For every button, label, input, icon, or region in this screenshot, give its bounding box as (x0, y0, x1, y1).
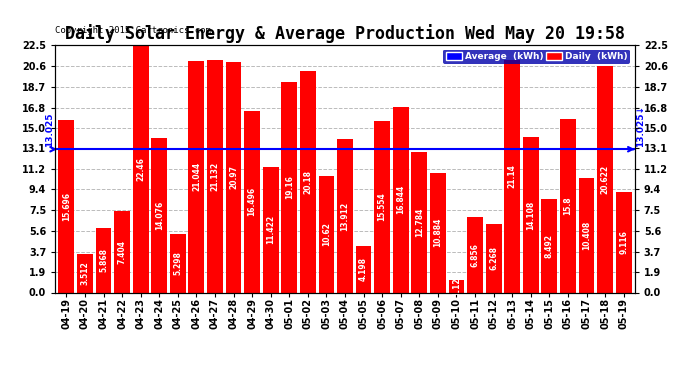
Bar (319, 176, 335, 292)
Text: 6.856: 6.856 (471, 243, 480, 267)
Text: 12.784: 12.784 (415, 207, 424, 237)
Text: 15.696: 15.696 (62, 192, 71, 220)
Text: 3.512: 3.512 (81, 261, 90, 285)
Text: 5.298: 5.298 (173, 251, 182, 275)
Bar (226, 62, 241, 292)
Text: 7.404: 7.404 (117, 240, 126, 264)
Bar (430, 173, 446, 292)
Text: 1.12: 1.12 (452, 277, 461, 296)
Text: 20.622: 20.622 (600, 165, 609, 194)
Text: 20.97: 20.97 (229, 165, 238, 189)
Bar (300, 70, 316, 292)
Text: 16.496: 16.496 (248, 187, 257, 216)
Text: 21.14: 21.14 (508, 164, 517, 188)
Text: 21.044: 21.044 (192, 162, 201, 191)
Text: 13.025↓: 13.025↓ (635, 105, 644, 147)
Bar (523, 137, 539, 292)
Text: 10.62: 10.62 (322, 222, 331, 246)
Bar (170, 234, 186, 292)
Bar (355, 246, 371, 292)
Bar (151, 138, 167, 292)
Text: 19.16: 19.16 (285, 175, 294, 199)
Bar (263, 167, 279, 292)
Title: Daily Solar Energy & Average Production Wed May 20 19:58: Daily Solar Energy & Average Production … (65, 24, 625, 44)
Text: 13.912: 13.912 (340, 201, 350, 231)
Bar (207, 60, 223, 292)
Bar (579, 178, 594, 292)
Text: 21.132: 21.132 (210, 162, 219, 191)
Text: 10.408: 10.408 (582, 220, 591, 250)
Bar (597, 66, 613, 292)
Bar (59, 120, 75, 292)
Bar (188, 61, 204, 292)
Bar (504, 60, 520, 292)
Bar (114, 211, 130, 292)
Text: 22.46: 22.46 (136, 157, 145, 181)
Text: Copyright 2015 Cartronics.com: Copyright 2015 Cartronics.com (55, 26, 211, 35)
Text: 9.116: 9.116 (619, 230, 628, 254)
Bar (132, 45, 148, 292)
Bar (244, 111, 260, 292)
Text: 8.492: 8.492 (545, 234, 554, 258)
Text: 10.884: 10.884 (433, 218, 442, 248)
Bar (282, 82, 297, 292)
Bar (542, 199, 558, 292)
Text: 6.268: 6.268 (489, 246, 498, 270)
Text: 13.025: 13.025 (46, 112, 55, 147)
Bar (77, 254, 93, 292)
Bar (560, 119, 576, 292)
Text: 14.076: 14.076 (155, 201, 164, 230)
Text: 5.868: 5.868 (99, 248, 108, 272)
Text: 16.844: 16.844 (396, 185, 405, 214)
Bar (448, 280, 464, 292)
Legend: Average  (kWh), Daily  (kWh): Average (kWh), Daily (kWh) (443, 50, 630, 64)
Bar (374, 122, 390, 292)
Bar (467, 217, 483, 292)
Text: 15.554: 15.554 (377, 193, 386, 221)
Text: 14.108: 14.108 (526, 200, 535, 230)
Text: 20.18: 20.18 (304, 170, 313, 194)
Text: 4.198: 4.198 (359, 257, 368, 281)
Bar (393, 107, 408, 292)
Bar (615, 192, 631, 292)
Bar (337, 140, 353, 292)
Text: 15.8: 15.8 (564, 196, 573, 215)
Bar (411, 152, 427, 292)
Bar (96, 228, 111, 292)
Text: 11.422: 11.422 (266, 215, 275, 244)
Bar (486, 224, 502, 292)
